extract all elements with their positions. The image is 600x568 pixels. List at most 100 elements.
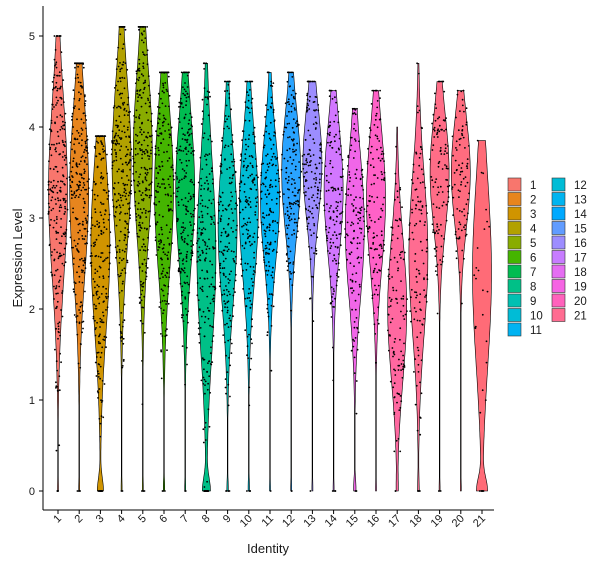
legend-label: 9 xyxy=(530,296,536,308)
data-point xyxy=(191,254,194,257)
data-point xyxy=(269,121,272,124)
data-point xyxy=(368,127,371,129)
data-point xyxy=(240,275,243,277)
data-point xyxy=(84,257,86,259)
data-point xyxy=(144,245,147,248)
data-point xyxy=(297,189,300,192)
data-point xyxy=(193,223,196,225)
data-point xyxy=(224,275,227,278)
data-point xyxy=(185,146,187,149)
data-point xyxy=(309,134,312,137)
data-point xyxy=(232,219,235,222)
data-point xyxy=(133,115,136,117)
data-point xyxy=(176,217,179,220)
data-point xyxy=(159,277,161,280)
data-point xyxy=(143,258,146,261)
data-point xyxy=(127,126,129,129)
data-point xyxy=(270,80,273,83)
data-point xyxy=(201,285,204,288)
data-point xyxy=(212,247,215,250)
data-point xyxy=(55,81,58,84)
data-point xyxy=(97,255,100,258)
data-point xyxy=(458,144,461,146)
data-point xyxy=(289,261,292,264)
data-point xyxy=(135,116,138,119)
data-point xyxy=(319,147,322,150)
data-point xyxy=(415,152,418,155)
data-point xyxy=(437,162,440,165)
data-point xyxy=(363,235,366,238)
data-point xyxy=(167,237,169,240)
data-point xyxy=(436,223,438,226)
data-point xyxy=(95,293,98,296)
data-point xyxy=(315,167,318,170)
data-point xyxy=(190,197,193,200)
data-point xyxy=(455,250,458,253)
data-point xyxy=(461,125,464,128)
data-point xyxy=(60,98,63,100)
data-point xyxy=(434,119,437,122)
data-point xyxy=(339,244,342,247)
data-point xyxy=(184,297,187,300)
data-point xyxy=(229,279,231,282)
data-point xyxy=(103,226,106,229)
data-point xyxy=(55,387,57,389)
data-point xyxy=(253,142,255,145)
data-point xyxy=(74,105,76,107)
data-point xyxy=(124,189,127,192)
data-point xyxy=(66,177,68,180)
x-tick-label: 13 xyxy=(301,513,318,530)
data-point xyxy=(242,269,244,272)
data-point xyxy=(209,352,212,355)
data-point xyxy=(247,292,250,295)
data-point xyxy=(188,192,190,195)
data-point xyxy=(354,129,357,132)
violin-2 xyxy=(68,62,90,492)
data-point xyxy=(148,155,151,158)
data-point xyxy=(220,234,223,237)
data-point xyxy=(95,155,98,158)
data-point xyxy=(97,391,100,394)
legend-label: 14 xyxy=(574,209,587,221)
data-point xyxy=(138,67,140,70)
data-point xyxy=(79,258,81,261)
data-point xyxy=(351,221,353,224)
data-point xyxy=(208,360,211,362)
data-point xyxy=(117,273,119,276)
data-point xyxy=(436,133,438,136)
data-point xyxy=(337,110,340,113)
data-point xyxy=(296,199,299,202)
data-point xyxy=(86,242,88,245)
data-point xyxy=(289,250,292,253)
data-point xyxy=(399,338,401,341)
data-point xyxy=(135,109,138,112)
data-point xyxy=(307,153,309,156)
data-point xyxy=(54,348,56,351)
data-point xyxy=(122,257,125,260)
data-point xyxy=(183,241,186,244)
data-point xyxy=(260,221,263,224)
data-point xyxy=(55,307,58,309)
violin-body xyxy=(472,140,492,492)
data-point xyxy=(53,219,56,222)
data-point xyxy=(144,178,147,180)
data-point xyxy=(100,252,103,254)
data-point xyxy=(309,490,312,492)
data-point xyxy=(265,284,268,286)
data-point xyxy=(224,232,227,234)
data-point xyxy=(312,194,315,197)
data-point xyxy=(72,157,75,160)
data-point xyxy=(85,149,88,152)
data-point xyxy=(203,378,206,381)
data-point xyxy=(315,204,317,207)
data-point xyxy=(255,205,257,208)
data-point xyxy=(86,214,89,217)
data-point xyxy=(420,309,422,311)
data-point xyxy=(248,404,251,407)
data-point xyxy=(456,93,459,96)
data-point xyxy=(232,230,234,233)
data-point xyxy=(440,153,443,155)
data-point xyxy=(128,135,130,138)
data-point xyxy=(435,178,438,181)
data-point xyxy=(116,170,119,173)
